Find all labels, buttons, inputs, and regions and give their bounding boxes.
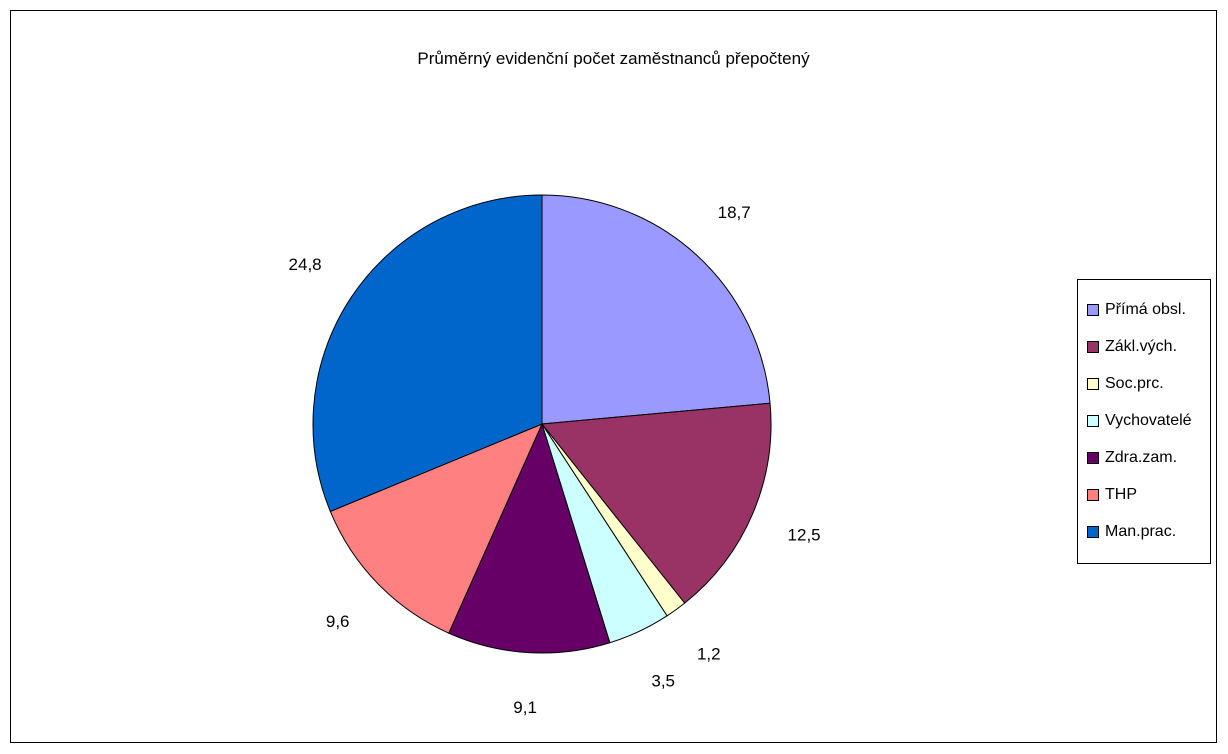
legend-swatch [1087, 303, 1099, 316]
data-label-5: 9,1 [513, 698, 537, 717]
data-label-2: 12,5 [788, 525, 821, 544]
legend-label: Soc.prc. [1105, 374, 1164, 392]
data-label-3: 1,2 [697, 645, 721, 664]
legend-item: Zákl.vých. [1078, 328, 1210, 365]
legend-label: Zdra.zam. [1105, 448, 1178, 466]
legend-swatch [1087, 525, 1099, 538]
legend-label: Přímá obsl. [1105, 300, 1186, 318]
pie-slice-2 [541, 402, 772, 604]
data-label-7: 24,8 [289, 255, 322, 274]
pie-slice-6 [329, 423, 543, 634]
pie-slice-1 [541, 194, 771, 425]
legend-label: Zákl.vých. [1105, 337, 1178, 355]
legend-label: Man.prac. [1105, 522, 1177, 540]
pie-chart: 18,7 12,5 1,2 3,5 9,1 9,6 24,8 [289, 194, 821, 717]
legend: Přímá obsl. Zákl.vých. Soc.prc. Vychovatelé… [1077, 279, 1211, 564]
pie-slice-7 [312, 194, 543, 513]
legend-item: Zdra.zam. [1078, 439, 1210, 476]
legend-swatch [1087, 340, 1099, 353]
chart-title: Průměrný evidenční počet zaměstnanců pře… [417, 49, 810, 68]
data-label-6: 9,6 [326, 612, 350, 631]
legend-swatch [1087, 451, 1099, 464]
legend-item: Přímá obsl. [1078, 291, 1210, 328]
legend-item: THP [1078, 476, 1210, 513]
legend-item: Vychovatelé [1078, 402, 1210, 439]
data-label-1: 18,7 [718, 203, 751, 222]
data-label-4: 3,5 [651, 671, 675, 690]
legend-swatch [1087, 488, 1099, 501]
chart-area: Průměrný evidenční počet zaměstnanců pře… [10, 10, 1217, 743]
pie-slice-5 [448, 422, 611, 654]
legend-label: THP [1105, 485, 1137, 503]
legend-item: Soc.prc. [1078, 365, 1210, 402]
legend-swatch [1087, 414, 1099, 427]
legend-item: Man.prac. [1078, 513, 1210, 550]
legend-swatch [1087, 377, 1099, 390]
legend-label: Vychovatelé [1105, 411, 1192, 429]
